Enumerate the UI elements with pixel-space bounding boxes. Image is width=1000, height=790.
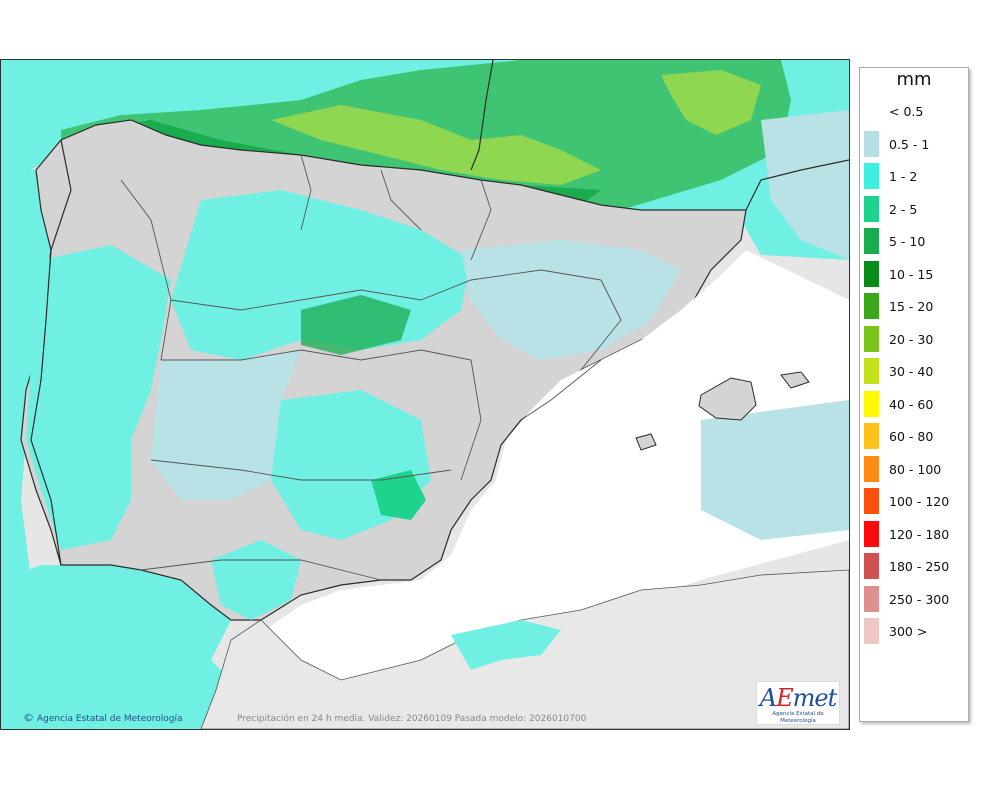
gulf-lion-lightblue (761, 110, 849, 260)
legend-label: 30 - 40 (889, 364, 934, 379)
legend-swatch (864, 325, 879, 352)
central-lightblue (151, 350, 301, 500)
legend-label: 10 - 15 (889, 266, 934, 282)
legend-swatch (864, 98, 879, 124)
country-borders (30, 60, 849, 566)
legend-item: 20 - 30 (864, 325, 968, 352)
legend-item: 0.5 - 1 (864, 130, 968, 157)
region-borders (120, 154, 622, 581)
legend-label: 40 - 60 (889, 396, 934, 412)
central-green-patch (301, 295, 411, 355)
legend-item: 60 - 80 (864, 423, 968, 449)
legend-swatch (864, 260, 879, 287)
ne-lightblue-patch (461, 240, 681, 360)
aemet-logo-wordmark: AEmet (759, 684, 837, 712)
bay-biscay-lightgreen (271, 105, 601, 185)
aemet-logo: AEmet Agencia Estatal de Meteorología (756, 681, 840, 725)
legend-item: 120 - 180 (864, 520, 968, 547)
copyright-notice: © Agencia Estatal de Meteorología (23, 711, 183, 724)
legend-label: < 0.5 (889, 104, 924, 119)
legend-swatch (864, 163, 879, 189)
precipitation-map: © Agencia Estatal de Meteorología Precipi… (0, 59, 850, 730)
legend-item: 10 - 15 (864, 260, 968, 287)
legend-label: 300 > (889, 624, 928, 639)
legend-label: 15 - 20 (889, 299, 934, 314)
africa-cyan-patch (451, 620, 561, 670)
legend-label: 0.5 - 1 (889, 136, 930, 152)
legend-swatch (864, 130, 879, 157)
bay-biscay-lightgreen-2 (661, 70, 761, 135)
legend-item: 40 - 60 (864, 390, 968, 417)
legend-swatch (864, 553, 879, 579)
legend-item: 250 - 300 (864, 585, 968, 612)
legend-panel: mm < 0.5 0.5 - 1 1 - 2 2 - 5 5 - 10 10 - 15 15… (859, 67, 969, 722)
legend-label: 180 - 250 (889, 559, 950, 574)
legend-swatch (864, 195, 879, 222)
copyright-text: Agencia Estatal de Meteorología (37, 714, 183, 724)
ibiza (635, 433, 657, 451)
copyright-icon: © (23, 711, 34, 724)
mallorca (698, 377, 757, 421)
legend-item: 2 - 5 (864, 195, 968, 222)
legend-swatch (864, 293, 879, 319)
legend-swatch (864, 390, 879, 417)
legend-swatch (864, 488, 879, 514)
legend-label: 80 - 100 (889, 461, 942, 477)
gulf-cadiz-cyan (1, 565, 251, 729)
legend-item: 5 - 10 (864, 228, 968, 254)
aemet-logo-subtitle: Agencia Estatal de Meteorología (772, 711, 824, 724)
legend-item: 30 - 40 (864, 358, 968, 384)
legend-swatch (864, 358, 879, 384)
legend-swatch (864, 585, 879, 612)
legend-label: 100 - 120 (889, 494, 950, 509)
map-canvas (1, 60, 849, 729)
mediterranean-dry (251, 250, 849, 710)
legend-item: < 0.5 (864, 98, 968, 124)
mediterranean-lightblue (701, 400, 849, 540)
legend-label: 60 - 80 (889, 429, 934, 444)
legend-swatch (864, 618, 879, 644)
portugal-cyan-patch (26, 245, 171, 550)
legend-label: 1 - 2 (889, 169, 918, 184)
legend-swatch (864, 423, 879, 449)
legend-item: 180 - 250 (864, 553, 968, 579)
legend-item: 80 - 100 (864, 455, 968, 482)
menorca (780, 371, 810, 389)
legend-item: 15 - 20 (864, 293, 968, 319)
legend-label: 2 - 5 (889, 201, 918, 217)
legend-label: 120 - 180 (889, 526, 950, 542)
legend-label: 250 - 300 (889, 591, 950, 607)
jaen-green-patch (371, 470, 426, 520)
legend-label: 20 - 30 (889, 331, 934, 347)
legend-swatch (864, 228, 879, 254)
legend-item: 100 - 120 (864, 488, 968, 514)
legend-swatch (864, 455, 879, 482)
legend-title: mm (896, 69, 932, 90)
legend-item: 300 > (864, 618, 968, 644)
legend-swatch (864, 520, 879, 547)
legend-label: 5 - 10 (889, 234, 926, 249)
validity-text: Precipitación en 24 h media. Validez: 20… (237, 714, 587, 724)
legend-item: 1 - 2 (864, 163, 968, 189)
